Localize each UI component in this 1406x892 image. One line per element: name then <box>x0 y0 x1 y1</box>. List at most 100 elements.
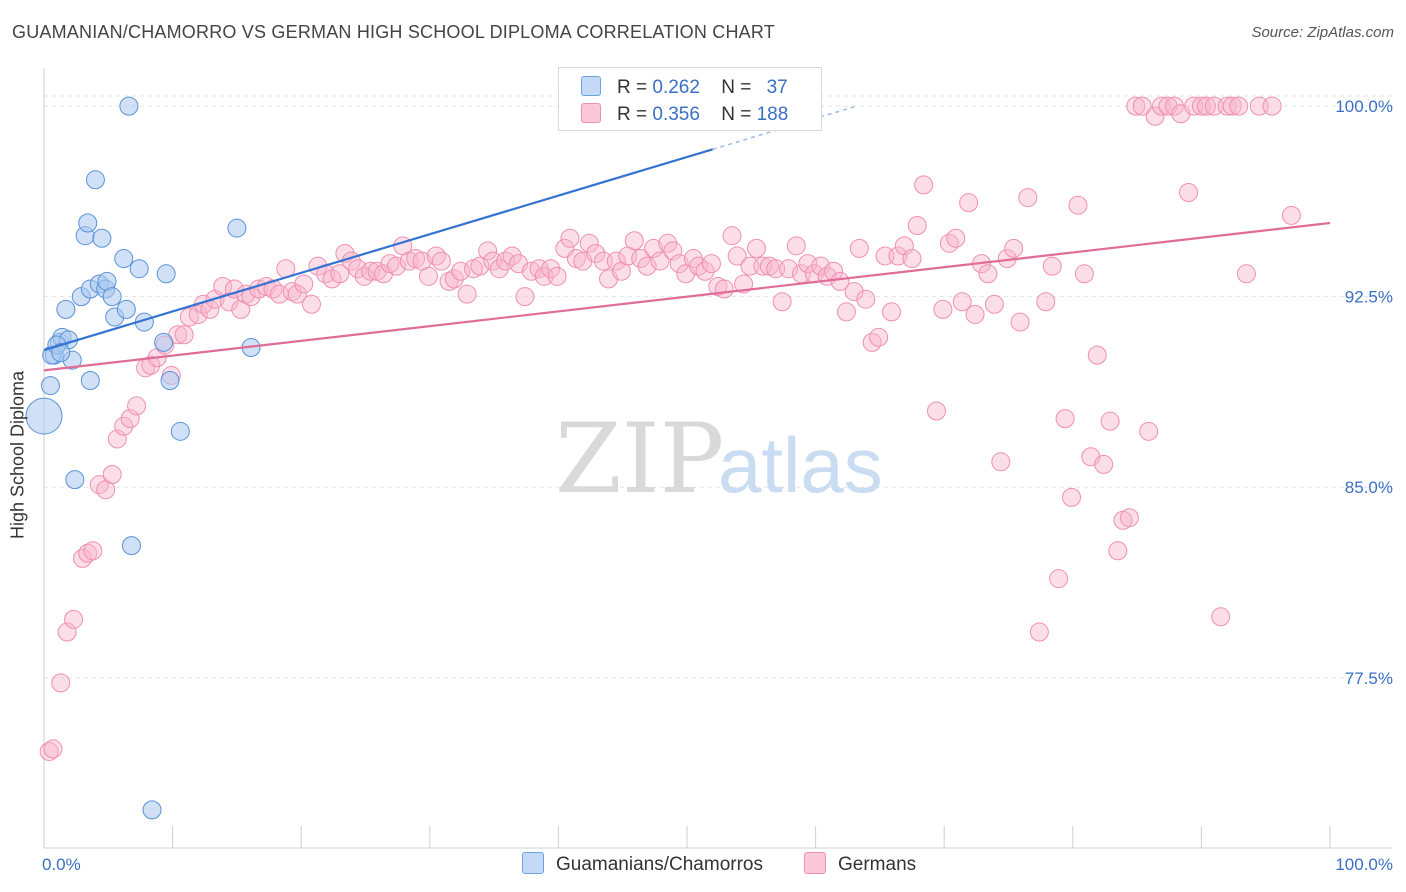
series-legend-germans: Germans <box>804 852 916 876</box>
guamanian-point <box>156 264 176 284</box>
german-point <box>1145 106 1165 126</box>
german-point <box>294 274 314 294</box>
german-point <box>856 289 876 309</box>
series-legend-guamanians: Guamanians/Chamorros <box>522 852 763 876</box>
german-point <box>888 246 908 266</box>
y-tick-label: 92.5% <box>1345 288 1393 307</box>
german-point <box>78 543 98 563</box>
german-point <box>1055 409 1075 429</box>
german-point <box>946 228 966 248</box>
german-point <box>330 264 350 284</box>
german-point <box>644 238 664 258</box>
german-point <box>1217 96 1237 116</box>
guamanian-point <box>170 421 190 441</box>
german-point <box>650 251 670 271</box>
german-point <box>1094 454 1114 474</box>
german-point <box>586 243 606 263</box>
german-point <box>1164 96 1184 116</box>
german-point <box>844 282 864 302</box>
legend-swatch-pink <box>581 103 601 123</box>
german-point <box>89 475 109 495</box>
german-point <box>952 292 972 312</box>
german-point <box>1132 96 1152 116</box>
x-tick-label-start: 0.0% <box>42 855 81 874</box>
german-point <box>722 226 742 246</box>
guamanian-point <box>114 249 134 269</box>
german-point <box>811 256 831 276</box>
guamanian-point <box>227 218 247 238</box>
german-point <box>1229 96 1249 116</box>
german-point <box>907 216 927 236</box>
legend-n-value: 37 <box>766 77 788 98</box>
german-point <box>1126 96 1146 116</box>
y-tick-label: 77.5% <box>1345 669 1393 688</box>
german-point <box>263 279 283 299</box>
german-point <box>1139 421 1159 441</box>
german-point <box>1018 188 1038 208</box>
german-point <box>188 304 208 324</box>
series-name: Germans <box>838 854 917 875</box>
german-point <box>1236 264 1256 284</box>
german-point <box>127 396 147 416</box>
german-point <box>1197 96 1217 116</box>
german-point <box>174 325 194 345</box>
german-point <box>695 261 715 281</box>
german-point <box>606 251 626 271</box>
german-point <box>1222 96 1242 116</box>
guamanian-trend-line <box>43 148 714 352</box>
legend-row-guamanians: R = 0.262 N = 37 <box>581 76 788 100</box>
german-point <box>1042 256 1062 276</box>
legend-n-label: N = <box>721 77 752 98</box>
series-swatch-blue <box>522 852 544 874</box>
german-point <box>669 254 689 274</box>
german-point <box>51 673 71 693</box>
guamanian-point <box>40 376 60 396</box>
german-point <box>933 299 953 319</box>
watermark-atlas: atlas <box>718 421 883 509</box>
guamanian-point <box>154 332 174 352</box>
german-point <box>959 193 979 213</box>
german-point <box>714 279 734 299</box>
german-point <box>902 249 922 269</box>
axes <box>43 68 1392 849</box>
german-point <box>881 302 901 322</box>
german-point <box>984 294 1004 314</box>
legend-r-label: R = <box>617 77 648 98</box>
legend-n-label: N = <box>721 104 752 125</box>
guamanian-point <box>56 299 76 319</box>
german-trend-line <box>43 221 1331 372</box>
german-point <box>231 299 251 319</box>
german-point <box>1179 182 1199 202</box>
german-point <box>772 292 792 312</box>
y-axis-label: High School Diploma <box>7 370 28 540</box>
german-point <box>457 284 477 304</box>
german-point <box>419 266 439 286</box>
guamanians-points <box>25 96 261 820</box>
y-tick-label: 100.0% <box>1335 97 1393 116</box>
legend-n-value: 188 <box>756 104 789 125</box>
german-point <box>1211 607 1231 627</box>
german-point <box>547 266 567 286</box>
german-point <box>57 622 77 642</box>
german-point <box>515 287 535 307</box>
guamanian-point <box>85 170 105 190</box>
german-point <box>470 256 490 276</box>
guamanian-point <box>65 470 85 490</box>
german-point <box>502 246 522 266</box>
german-point <box>107 429 127 449</box>
german-point <box>43 739 63 759</box>
german-point <box>431 251 451 271</box>
guamanian-point <box>78 213 98 233</box>
guamanian-point <box>129 259 149 279</box>
german-point <box>301 294 321 314</box>
german-point <box>624 231 644 251</box>
german-point <box>926 401 946 421</box>
series-swatch-pink <box>804 852 826 874</box>
german-point <box>579 233 599 253</box>
german-point <box>102 465 122 485</box>
y-tick-label: 85.0% <box>1345 478 1393 497</box>
german-point <box>354 266 374 286</box>
chart-title: GUAMANIAN/CHAMORRO VS GERMAN HIGH SCHOOL… <box>12 22 775 42</box>
guamanian-point <box>92 228 112 248</box>
